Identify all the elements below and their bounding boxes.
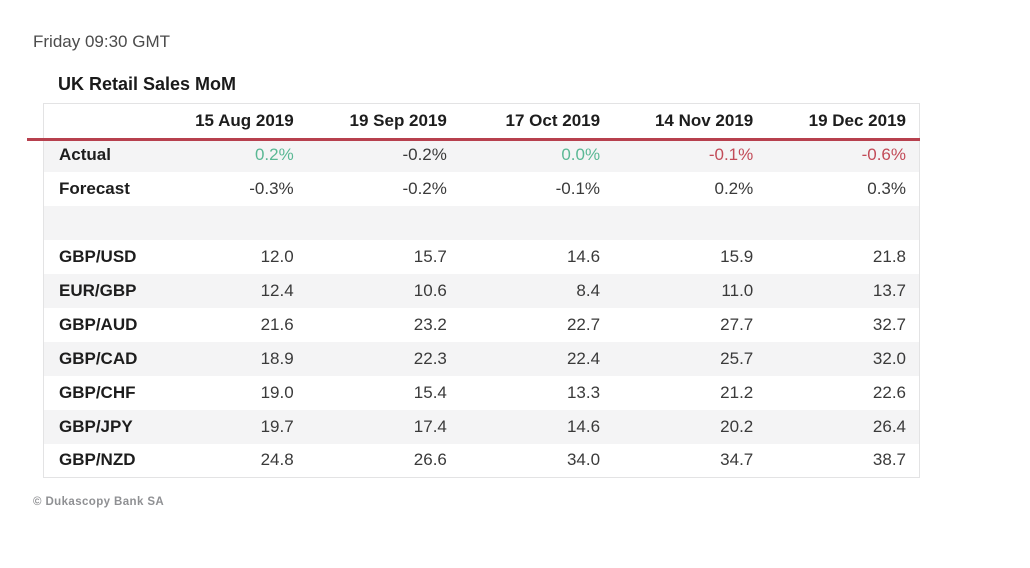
column-header-date: 14 Nov 2019: [654, 110, 754, 130]
value-cell: -0.3%: [249, 178, 294, 198]
value-cell: 18.9: [260, 348, 294, 368]
economic-event-table-wrap: 15 Aug 2019 19 Sep 2019 17 Oct 2019 14 N…: [27, 103, 920, 478]
value-cell: 23.2: [413, 314, 447, 334]
value-cell: 12.0: [260, 246, 294, 266]
value-cell: 14.6: [566, 416, 601, 436]
timestamp: Friday 09:30 GMT: [33, 32, 170, 51]
column-header-date: 19 Sep 2019: [349, 110, 447, 130]
table-row: EUR/GBP 12.4 10.6 8.4 11.0 13.7: [43, 273, 920, 308]
value-cell: [613, 206, 766, 240]
value-cell: 0.0%: [561, 144, 601, 164]
spacer-row: [43, 205, 920, 240]
value-cell: 19.7: [260, 416, 294, 436]
value-cell: 32.7: [872, 314, 906, 334]
value-cell: 11.0: [721, 280, 754, 300]
row-label: GBP/AUD: [59, 314, 138, 334]
value-cell: 21.6: [260, 314, 294, 334]
value-cell: 0.2%: [254, 144, 294, 164]
table-row: Forecast -0.3% -0.2% -0.1% 0.2% 0.3%: [44, 172, 920, 206]
table-row: GBP/CAD 18.9 22.3 22.4 25.7 32.0: [43, 341, 920, 376]
value-cell: 22.6: [872, 382, 906, 402]
value-cell: 21.8: [872, 246, 906, 266]
value-cell: 22.7: [566, 314, 601, 334]
value-cell: 26.6: [413, 450, 447, 470]
value-cell: 34.0: [566, 450, 601, 470]
economic-event-table: 15 Aug 2019 19 Sep 2019 17 Oct 2019 14 N…: [43, 103, 920, 478]
row-label: GBP/CAD: [59, 348, 138, 368]
corner-cell: [44, 104, 154, 138]
column-header-date: 19 Dec 2019: [808, 110, 906, 130]
value-cell: 8.4: [576, 280, 601, 300]
value-cell: 25.7: [720, 348, 754, 368]
row-label: [44, 206, 154, 240]
value-cell: 27.7: [720, 314, 754, 334]
header-underline: [27, 138, 920, 141]
row-label: GBP/USD: [59, 246, 137, 266]
value-cell: 38.7: [872, 450, 906, 470]
value-cell: -0.2%: [402, 144, 447, 164]
value-cell: 22.4: [566, 348, 601, 368]
value-cell: 0.3%: [867, 178, 906, 198]
table-row: GBP/USD 12.0 15.7 14.6 15.9 21.8: [44, 240, 920, 274]
row-label: GBP/CHF: [59, 382, 136, 402]
value-cell: -0.1%: [555, 178, 601, 198]
value-cell: 12.4: [260, 280, 294, 300]
value-cell: 17.4: [413, 416, 447, 436]
value-cell: -0.1%: [708, 144, 754, 164]
value-cell: [766, 206, 919, 240]
value-cell: 32.0: [872, 348, 906, 368]
column-header-date: 15 Aug 2019: [195, 110, 294, 130]
column-header-date: 17 Oct 2019: [505, 110, 601, 130]
value-cell: 21.2: [720, 382, 754, 402]
value-cell: 15.4: [413, 382, 447, 402]
value-cell: [154, 206, 307, 240]
value-cell: 19.0: [260, 382, 294, 402]
value-cell: -0.6%: [861, 144, 906, 164]
value-cell: 14.6: [566, 246, 601, 266]
value-cell: 13.7: [872, 280, 906, 300]
value-cell: 22.3: [413, 348, 447, 368]
table-row: Actual 0.2% -0.2% 0.0% -0.1% -0.6%: [43, 137, 920, 172]
row-label: Forecast: [59, 178, 130, 198]
value-cell: 15.7: [413, 246, 447, 266]
value-cell: 0.2%: [714, 178, 754, 198]
value-cell: 20.2: [720, 416, 754, 436]
page-title: UK Retail Sales MoM: [58, 74, 237, 94]
table-row: GBP/AUD 21.6 23.2 22.7 27.7 32.7: [44, 308, 920, 342]
value-cell: [307, 206, 460, 240]
value-cell: -0.2%: [402, 178, 447, 198]
row-label: GBP/JPY: [59, 416, 133, 436]
header-row: 15 Aug 2019 19 Sep 2019 17 Oct 2019 14 N…: [44, 104, 920, 138]
table-row: GBP/JPY 19.7 17.4 14.6 20.2 26.4: [43, 409, 920, 444]
table-body: Actual 0.2% -0.2% 0.0% -0.1% -0.6% Forecast -0.…: [43, 137, 920, 478]
value-cell: 26.4: [872, 416, 906, 436]
value-cell: 34.7: [720, 450, 754, 470]
table-row: GBP/CHF 19.0 15.4 13.3 21.2 22.6: [44, 376, 920, 410]
value-cell: [460, 206, 613, 240]
value-cell: 15.9: [720, 246, 754, 266]
row-label: EUR/GBP: [59, 280, 137, 300]
value-cell: 13.3: [566, 382, 601, 402]
copyright: © Dukascopy Bank SA: [33, 496, 165, 508]
table-row: GBP/NZD 24.8 26.6 34.0 34.7 38.7: [44, 444, 920, 478]
row-label: Actual: [59, 144, 111, 164]
row-label: GBP/NZD: [59, 450, 136, 470]
value-cell: 24.8: [260, 450, 294, 470]
value-cell: 10.6: [413, 280, 447, 300]
